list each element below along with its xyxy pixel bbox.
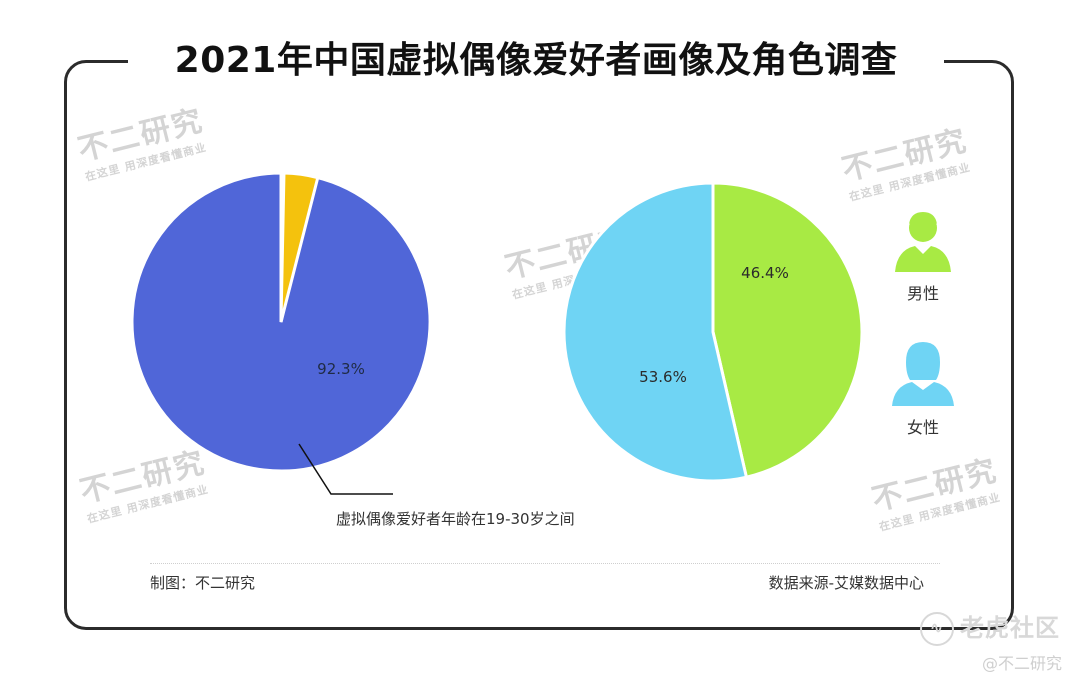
corner-site: 老虎社区 bbox=[960, 614, 1060, 642]
age-annotation: 虚拟偶像爱好者年龄在19-30岁之间 bbox=[336, 510, 575, 528]
corner-handle: @不二研究 bbox=[981, 654, 1062, 673]
legend-female: 女性 bbox=[883, 340, 963, 438]
chart-title: 2021年中国虚拟偶像爱好者画像及角色调查 bbox=[174, 40, 898, 81]
pie2-slice-1 bbox=[711, 181, 864, 480]
legend-female-label: 女性 bbox=[906, 418, 939, 437]
annotation-leader-line bbox=[298, 443, 393, 495]
tiger-logo-icon: ∿ bbox=[920, 612, 954, 646]
footer-divider bbox=[150, 563, 940, 564]
pie2-slice-1-label: 46.4% bbox=[741, 264, 789, 282]
legend-male: 男性 bbox=[883, 208, 963, 304]
pie2-slice-2-label: 53.6% bbox=[639, 368, 687, 386]
pie1-slice-2 bbox=[279, 171, 320, 323]
pie1-slice-1-label: 92.3% bbox=[317, 360, 365, 378]
female-person-icon bbox=[892, 342, 954, 406]
male-person-icon bbox=[895, 212, 951, 272]
data-source: 数据来源-艾媒数据中心 bbox=[768, 574, 924, 592]
corner-watermark: ∿ 老虎社区 bbox=[920, 608, 1060, 646]
legend-male-label: 男性 bbox=[906, 284, 939, 303]
pie2-slice-2 bbox=[562, 181, 749, 483]
title-background bbox=[128, 38, 944, 84]
made-by: 制图：不二研究 bbox=[150, 574, 256, 592]
